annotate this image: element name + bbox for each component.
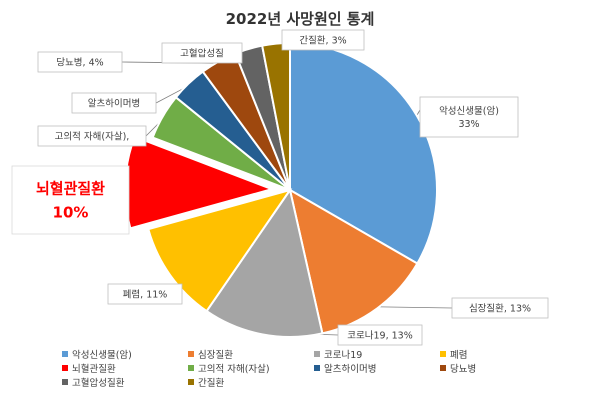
data-label-뇌혈관질환: 뇌혈관질환 10% <box>11 165 130 235</box>
legend-item: 알츠하이머병 <box>314 361 440 375</box>
data-label-text: 당뇨병, 4% <box>56 57 103 68</box>
data-label-box <box>451 297 549 319</box>
legend-label: 알츠하이머병 <box>324 363 377 375</box>
data-label-알츠하이머병: 알츠하이머병 <box>71 92 157 114</box>
legend-swatch <box>62 378 68 385</box>
data-label-고의적-자해-자살: 고의적 자해(자살), <box>37 125 147 147</box>
data-label-당뇨병: 당뇨병, 4% <box>37 51 123 73</box>
data-label-text: 알츠하이머병 <box>88 97 140 109</box>
pie-slices <box>124 41 438 338</box>
legend-swatch <box>314 350 320 357</box>
data-label-text: 고혈압성질 <box>180 47 224 59</box>
legend-label: 간질환 <box>198 377 225 389</box>
chart-title: 2022년 사망원인 통계 <box>226 10 375 28</box>
legend-label: 뇌혈관질환 <box>72 363 116 375</box>
legend-label: 고의적 자해(자살) <box>198 363 270 375</box>
legend-label: 폐렴 <box>450 349 468 361</box>
legend-item: 폐렴 <box>440 347 550 361</box>
data-label-악성신생물-암: 악성신생물(암) 33% <box>419 96 519 138</box>
data-label-text: 심장질환, 13% <box>469 302 531 314</box>
data-label-box <box>11 165 130 235</box>
data-label-box <box>107 283 183 305</box>
legend-swatch <box>188 350 194 357</box>
legend-swatch <box>62 364 68 371</box>
data-label-box <box>71 92 157 114</box>
data-label-text: 고의적 자해(자살), <box>55 130 130 142</box>
legend-swatch <box>314 364 320 371</box>
legend-swatch <box>188 364 194 371</box>
data-label-심장질환: 심장질환, 13% <box>451 297 549 319</box>
legend-item: 코로나19 <box>314 347 440 361</box>
legend-swatch <box>440 364 446 371</box>
data-label-box <box>419 96 519 138</box>
data-label-box <box>37 125 147 147</box>
legend-item: 악성신생물(암) <box>62 347 188 361</box>
data-label-간질환: 간질환, 3% <box>281 29 365 51</box>
legend-item: 간질환 <box>188 375 314 389</box>
pie-slice-코로나19 <box>205 187 324 338</box>
pie-slice-폐렴 <box>147 188 293 313</box>
data-label-text: 코로나19, 13% <box>347 330 412 341</box>
data-label-text: 간질환, 3% <box>299 34 346 46</box>
legend-label: 고혈압성질환 <box>72 377 125 389</box>
data-label-box <box>161 42 243 64</box>
legend-swatch <box>440 350 446 357</box>
data-label-text: 뇌혈관질환 <box>36 179 105 197</box>
legend-label: 코로나19 <box>324 349 363 361</box>
legend-swatch <box>188 378 194 385</box>
legend-label: 심장질환 <box>198 349 233 361</box>
legend-item: 심장질환 <box>188 347 314 361</box>
legend-label: 당뇨병 <box>450 363 477 375</box>
pie-slice-심장질환 <box>288 187 419 335</box>
legend-swatch <box>62 350 68 357</box>
data-label-text: 폐렴, 11% <box>123 288 168 300</box>
data-label-box <box>337 324 423 346</box>
data-label-고혈압성질환: 고혈압성질 <box>161 42 243 64</box>
data-label-text: 악성신생물(암) <box>439 105 499 117</box>
legend-item: 고혈압성질환 <box>62 375 188 389</box>
data-label-text: 33% <box>458 119 479 130</box>
legend-item: 고의적 자해(자살) <box>188 361 314 375</box>
data-labels: 악성신생물(암) 33% 심장질환, 13% 코로나19, 13% 폐렴, 11% 뇌혈관… <box>11 29 549 346</box>
data-label-코로나19: 코로나19, 13% <box>337 324 423 346</box>
data-label-box <box>37 51 123 73</box>
data-label-box <box>281 29 365 51</box>
legend-label: 악성신생물(암) <box>72 349 132 361</box>
data-label-폐렴: 폐렴, 11% <box>107 283 183 305</box>
legend-item: 뇌혈관질환 <box>62 361 188 375</box>
leader-line-심장질환 <box>375 306 453 309</box>
legend-item: 당뇨병 <box>440 361 550 375</box>
data-label-text: 10% <box>53 203 89 221</box>
